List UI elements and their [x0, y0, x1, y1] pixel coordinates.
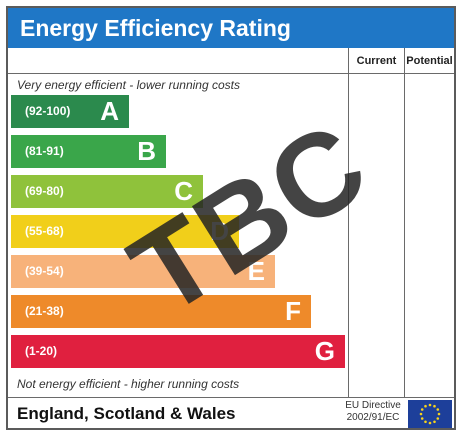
band-b: (81-91) B: [11, 135, 166, 168]
eu-star: [420, 417, 424, 420]
eu-star: [424, 404, 427, 408]
energy-rating-chart: Energy Efficiency Rating Current Potenti…: [6, 6, 456, 430]
band-g-range: (1-20): [25, 344, 58, 358]
eu-directive-line2: 2002/91/EC: [346, 412, 400, 423]
footer-divider: [8, 397, 454, 398]
band-e: (39-54) E: [11, 255, 275, 288]
bottom-note: Not energy efficient - higher running co…: [17, 377, 240, 391]
band-d: (55-68) D: [11, 215, 239, 248]
eu-directive-line1: EU Directive: [345, 400, 401, 411]
eu-star: [428, 403, 432, 407]
band-b-range: (81-91): [25, 144, 64, 158]
band-a-letter: A: [100, 96, 119, 126]
band-g: (1-20) G: [11, 335, 345, 368]
current-column-divider: [348, 74, 349, 397]
eu-star: [433, 420, 436, 424]
chart-title: Energy Efficiency Rating: [8, 8, 454, 48]
band-d-letter: D: [210, 216, 229, 246]
eu-directive: EU Directive 2002/91/EC: [340, 400, 406, 424]
band-f-letter: F: [285, 296, 301, 326]
band-g-letter: G: [314, 336, 335, 366]
eu-star: [436, 417, 440, 420]
band-a-range: (92-100): [25, 104, 71, 118]
band-b-letter: B: [137, 136, 156, 166]
top-note: Very energy efficient - lower running co…: [17, 78, 240, 92]
current-column-header: Current: [348, 48, 404, 74]
eu-flag-icon: [408, 400, 452, 428]
band-e-range: (39-54): [25, 264, 64, 278]
potential-column-divider: [404, 74, 405, 397]
eu-star: [437, 412, 441, 416]
band-c-letter: C: [174, 176, 193, 206]
band-c-range: (69-80): [25, 184, 64, 198]
potential-column-header: Potential: [404, 48, 454, 74]
eu-star: [424, 420, 427, 424]
eu-star: [419, 412, 423, 416]
band-c: (69-80) C: [11, 175, 203, 208]
band-d-range: (55-68): [25, 224, 64, 238]
band-f: (21-38) F: [11, 295, 311, 328]
band-f-range: (21-38): [25, 304, 64, 318]
rating-header-blank: [8, 48, 348, 74]
eu-star: [420, 408, 424, 411]
eu-star: [428, 421, 432, 425]
band-e-letter: E: [247, 256, 265, 286]
band-a: (92-100) A: [11, 95, 129, 128]
eu-star: [433, 404, 436, 408]
region-label: England, Scotland & Wales: [17, 404, 236, 423]
eu-star: [436, 408, 440, 411]
